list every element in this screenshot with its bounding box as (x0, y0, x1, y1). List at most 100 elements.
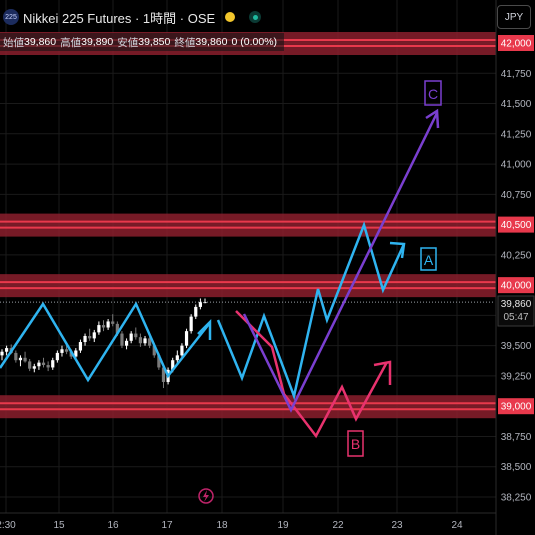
candle-body (111, 321, 115, 324)
ohlc-readout: 始値 39,860 高値 39,890 安値 39,850 終値 39,860 … (0, 33, 285, 51)
symbol-badge[interactable]: 225 (3, 9, 19, 25)
flash-event-icon[interactable] (198, 488, 214, 504)
candle-body (134, 333, 138, 338)
candle-body (198, 302, 202, 307)
low-label: 安値 (117, 36, 139, 49)
chart-header: 225 Nikkei 225 Futures · 1時間 · OSE (0, 4, 262, 30)
candle-body (129, 333, 133, 341)
candle-body (5, 348, 9, 352)
time-tick-label: 2:30 (0, 520, 16, 531)
candle-body (120, 333, 124, 346)
symbol-title[interactable]: Nikkei 225 Futures · 1時間 · OSE (23, 10, 216, 26)
price-tick-label: 41,750 (501, 69, 532, 80)
candle (180, 343, 184, 358)
current-price-value: 39,860 (501, 299, 532, 310)
price-tick-label: 38,250 (501, 493, 532, 504)
candle (143, 335, 147, 346)
candle-body (32, 366, 36, 369)
candle-body (152, 345, 156, 356)
candle (78, 339, 83, 353)
candle (101, 320, 106, 332)
candle (138, 333, 143, 347)
candle-body (184, 331, 189, 346)
candle (83, 333, 87, 346)
candle-body (83, 335, 87, 343)
high-value: 39,890 (81, 36, 114, 48)
candle-body (78, 342, 83, 351)
price-tag-bg (498, 277, 534, 294)
candle (88, 328, 92, 341)
live-data-icon (249, 11, 262, 23)
zone-40500 (0, 213, 496, 237)
candle (184, 328, 189, 349)
candle (60, 345, 64, 357)
time-tick-label: 17 (161, 520, 173, 531)
candle (124, 338, 129, 350)
arrow-c-head (425, 108, 440, 129)
zone-40000 (0, 274, 496, 298)
candle (106, 319, 110, 330)
candle (97, 321, 101, 335)
label-c-box: C (424, 80, 442, 106)
time-axis[interactable]: 2:30 15 16 17 18 19 22 23 24 (0, 520, 463, 531)
price-tick-label: 40,750 (501, 190, 532, 201)
candle (41, 357, 46, 368)
candle-body (157, 355, 161, 368)
zone-band (0, 274, 496, 298)
candle-body (161, 367, 166, 382)
candle (129, 331, 133, 344)
candle-body (74, 350, 78, 357)
close-value: 39,860 (195, 36, 228, 48)
time-tick-label: 16 (107, 520, 119, 531)
low-value: 39,850 (138, 36, 171, 48)
candle-body (101, 325, 106, 328)
candle (18, 355, 23, 367)
candle (37, 360, 41, 370)
candle-body (194, 306, 198, 317)
high-label: 高値 (60, 36, 82, 49)
candle-body (69, 351, 73, 357)
candle-body (115, 323, 119, 334)
arrow-a-head (389, 241, 406, 259)
path-blue-historical (0, 301, 210, 383)
change-value: 0 (0.00%) (231, 36, 278, 48)
open-label: 始値 (3, 36, 24, 49)
close-label: 終値 (174, 36, 196, 49)
candle-body (180, 345, 184, 356)
candle-body (175, 355, 179, 361)
grid (0, 0, 496, 513)
label-b-box: B (347, 430, 364, 457)
candle-body (41, 362, 46, 366)
candle (198, 298, 202, 310)
candle-body (0, 351, 4, 356)
candle (175, 350, 179, 364)
arrow-b-head (373, 360, 392, 385)
price-tick-label: 39,000 (501, 402, 532, 413)
candle-body (97, 325, 101, 333)
candle (120, 331, 124, 349)
open-value: 39,860 (24, 36, 57, 48)
candle-body (106, 321, 110, 328)
zone-39000 (0, 395, 496, 419)
candle-body (55, 352, 59, 361)
price-tick-label: 41,250 (501, 129, 532, 140)
candle-body (28, 361, 32, 369)
currency-button[interactable]: JPY (497, 5, 531, 29)
candle (5, 345, 9, 356)
path-b (235, 310, 389, 439)
time-tick-label: 19 (277, 520, 289, 531)
time-tick-label: 15 (53, 520, 65, 531)
candle (111, 314, 115, 327)
candle-body (64, 349, 69, 352)
candle (32, 363, 36, 373)
price-tag-bg (498, 35, 534, 51)
price-tick-label: 40,500 (501, 220, 532, 231)
candle-body (46, 365, 50, 368)
label-c: C (428, 86, 438, 102)
candle-body (37, 362, 41, 367)
price-tick-label: 38,750 (501, 432, 532, 443)
price-tag-bg (498, 398, 534, 415)
time-tick-label: 24 (451, 520, 463, 531)
price-axis[interactable]: 38,25038,50038,75039,00039,25039,50039,7… (498, 35, 534, 504)
